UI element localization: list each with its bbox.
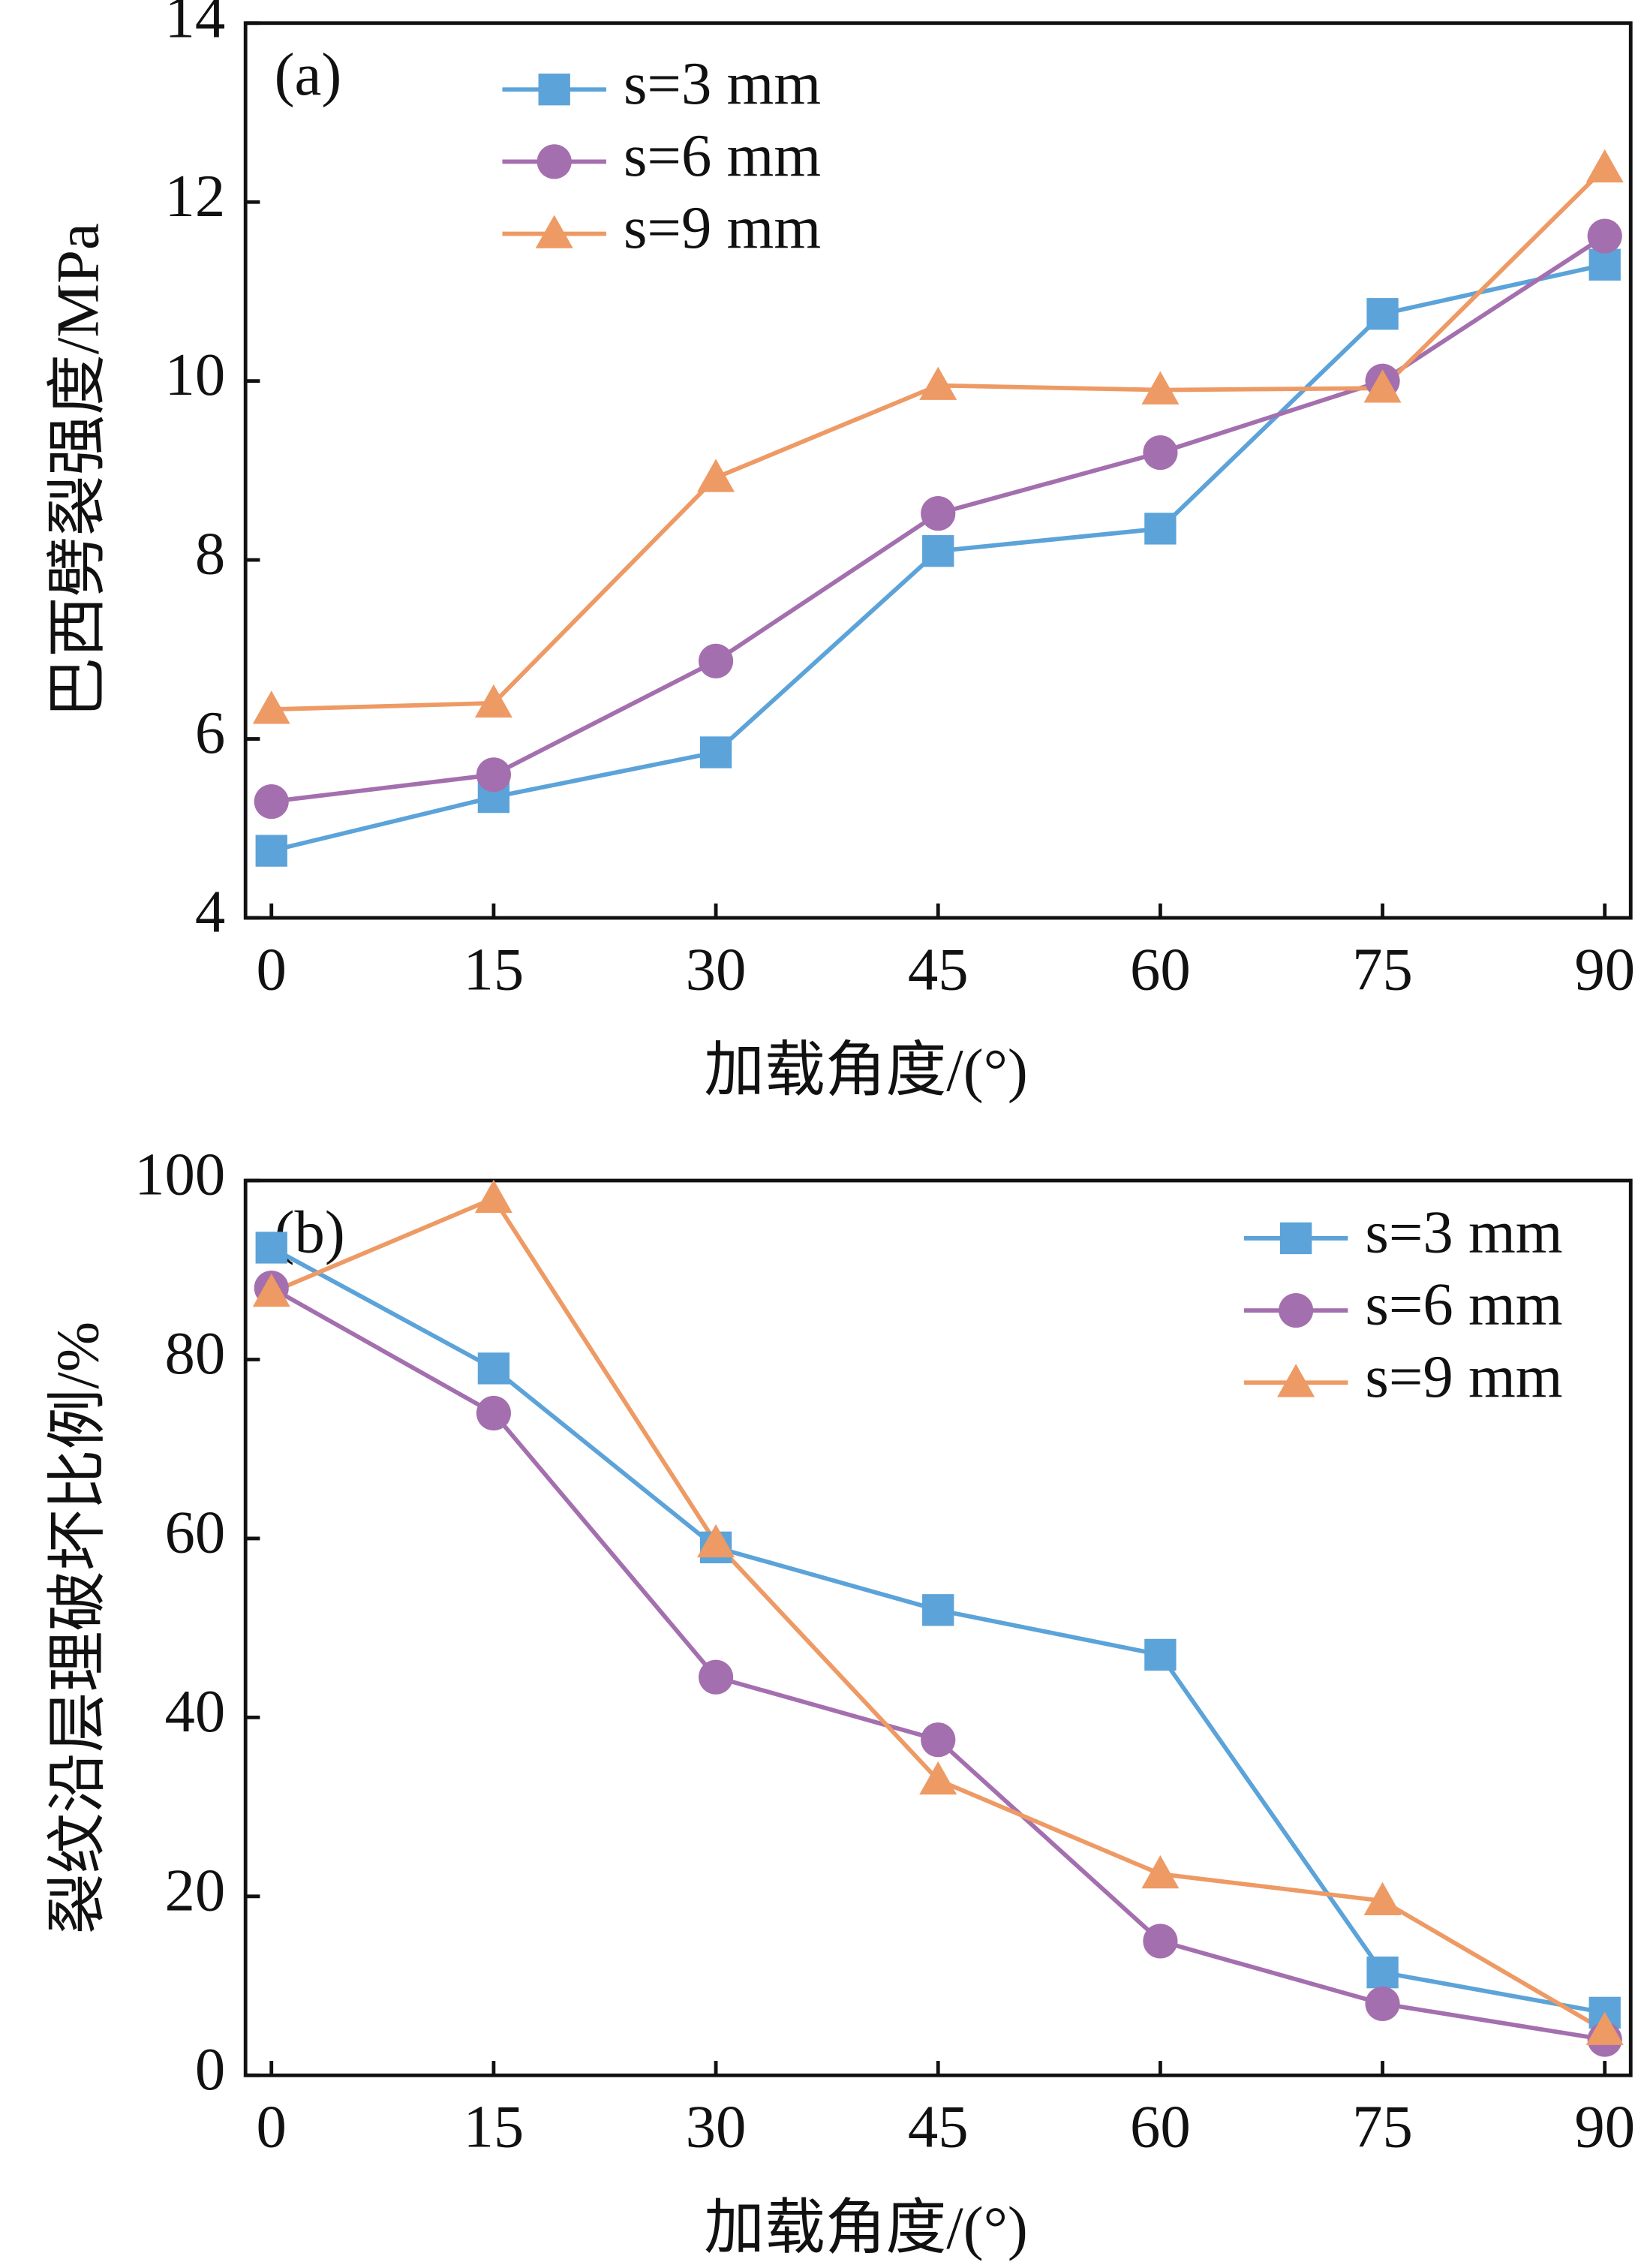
x-tick-label: 30 <box>686 2094 747 2161</box>
marker <box>255 1232 287 1264</box>
x-axis-label: 加载角度/(°) <box>704 1037 1028 1104</box>
y-tick-label: 100 <box>134 1142 225 1208</box>
marker <box>1144 513 1177 545</box>
marker <box>1366 298 1399 330</box>
legend-label: s=3 mm <box>1365 1199 1562 1265</box>
marker <box>699 736 732 769</box>
legend-marker <box>1279 1222 1312 1255</box>
marker <box>1363 369 1402 403</box>
marker <box>477 1352 510 1385</box>
marker <box>922 535 954 567</box>
marker <box>919 1761 957 1795</box>
x-tick-label: 75 <box>1352 936 1413 1003</box>
marker <box>1143 1924 1178 1959</box>
marker <box>474 1179 512 1214</box>
marker <box>1587 218 1622 254</box>
x-tick-label: 0 <box>257 936 287 1003</box>
marker <box>698 643 734 678</box>
legend-label: s=9 mm <box>1365 1343 1562 1410</box>
marker <box>254 784 289 820</box>
marker <box>1585 2011 1624 2045</box>
marker <box>1144 1638 1177 1671</box>
legend-label: s=9 mm <box>624 194 821 261</box>
x-tick-label: 75 <box>1352 2094 1413 2161</box>
marker <box>697 459 735 492</box>
marker <box>1588 248 1621 281</box>
marker <box>474 684 512 718</box>
marker <box>476 1395 511 1431</box>
y-tick-label: 0 <box>195 2036 225 2103</box>
marker <box>255 835 287 867</box>
marker <box>921 1722 956 1758</box>
marker <box>922 1594 954 1626</box>
y-tick-label: 6 <box>195 699 225 766</box>
legend-label: s=3 mm <box>624 50 821 117</box>
legend-label: s=6 mm <box>1365 1271 1562 1338</box>
panel-label: (a) <box>275 41 342 108</box>
y-tick-label: 60 <box>165 1499 226 1566</box>
x-tick-label: 0 <box>257 2094 287 2161</box>
marker <box>1585 149 1624 183</box>
marker <box>1141 371 1180 405</box>
marker <box>697 1524 735 1558</box>
marker <box>1141 1855 1180 1889</box>
marker <box>1366 1957 1399 1989</box>
x-tick-label: 15 <box>464 936 524 1003</box>
x-axis-label: 加载角度/(°) <box>704 2194 1028 2261</box>
plot-frame <box>243 21 1633 920</box>
x-tick-label: 60 <box>1130 2094 1191 2161</box>
x-tick-label: 30 <box>686 936 747 1003</box>
legend-marker <box>1279 1293 1314 1328</box>
legend-marker <box>536 144 572 179</box>
series-line <box>271 166 1606 712</box>
x-tick-label: 90 <box>1574 2094 1635 2161</box>
legend-marker <box>538 74 570 106</box>
y-axis-label: 巴西劈裂强度/MPa <box>44 223 111 717</box>
y-tick-label: 10 <box>165 341 226 408</box>
y-axis-label: 裂纹沿层理破坏比例/% <box>44 1322 111 1934</box>
y-tick-label: 40 <box>165 1678 226 1745</box>
y-tick-label: 20 <box>165 1857 226 1924</box>
marker <box>252 1274 290 1307</box>
marker <box>1365 1986 1400 2021</box>
y-tick-label: 80 <box>165 1320 226 1387</box>
marker <box>919 366 957 400</box>
legend-marker <box>1277 1364 1315 1397</box>
x-tick-label: 15 <box>464 2094 524 2161</box>
x-tick-label: 90 <box>1574 936 1635 1003</box>
x-tick-label: 60 <box>1130 936 1191 1003</box>
marker <box>252 690 290 724</box>
y-tick-label: 12 <box>165 163 226 230</box>
marker <box>1143 435 1178 471</box>
y-tick-label: 14 <box>165 0 226 50</box>
marker <box>698 1659 734 1695</box>
marker <box>921 496 956 531</box>
y-tick-label: 8 <box>195 521 225 588</box>
legend-label: s=6 mm <box>624 122 821 189</box>
x-tick-label: 45 <box>908 936 969 1003</box>
marker <box>476 757 511 793</box>
y-tick-label: 4 <box>195 879 225 946</box>
x-tick-label: 45 <box>908 2094 969 2161</box>
legend-marker <box>535 215 573 248</box>
marker <box>1363 1881 1402 1916</box>
